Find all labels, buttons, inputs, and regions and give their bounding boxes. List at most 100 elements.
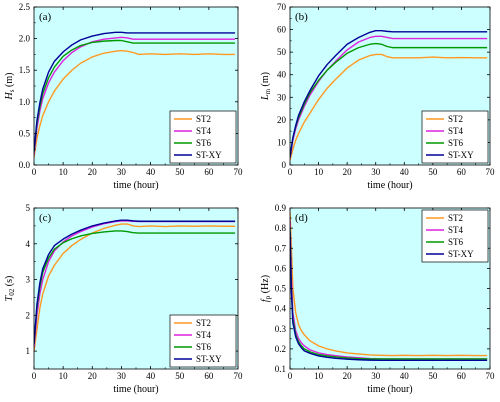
panel-d-series-st2 xyxy=(290,212,488,357)
panel-c-ytick-label: 3 xyxy=(26,275,31,285)
panel-d-series-st-xy xyxy=(290,232,488,362)
panel-b-legend-label: ST4 xyxy=(448,126,464,136)
panel-b-series-st6 xyxy=(290,42,488,158)
panel-c-xtick-label: 40 xyxy=(146,371,156,381)
panel-a-legend-label: ST2 xyxy=(196,114,211,124)
panel-d-ytick-label: 0.3 xyxy=(275,324,287,334)
panel-b-legend-label: ST-XY xyxy=(448,150,474,160)
panel-a-ytick-label: 1.5 xyxy=(19,65,31,75)
panel-d-series-st6 xyxy=(290,228,488,360)
panel-d-xtick-label: 0 xyxy=(288,371,293,381)
panel-b-xlabel: time (hour) xyxy=(367,180,412,191)
panel-d-ytick-label: 0.1 xyxy=(275,364,286,374)
panel-a-legend-label: ST4 xyxy=(196,126,212,136)
panel-c-xtick-label: 70 xyxy=(234,371,244,381)
panel-a-ytick-label: 0.0 xyxy=(19,160,31,170)
panel-c-legend-label: ST-XY xyxy=(196,354,222,364)
panel-a-ytick-label: 0.5 xyxy=(19,128,31,138)
panel-a: 0 10 20 30 40 50 60 70 0.0 0.5 1.0 1.5 2.0 2.5 time (h… xyxy=(4,2,243,191)
panel-a-series-st4 xyxy=(34,36,236,156)
panel-b-series-st2 xyxy=(290,53,488,161)
panel-c-xtick-label: 0 xyxy=(32,371,37,381)
panel-c-ytick-label: 1 xyxy=(26,346,31,356)
panel-c-xtick-label: 50 xyxy=(175,371,185,381)
panel-b-xtick-label: 20 xyxy=(343,167,353,177)
panel-d-ytick-label: 0.7 xyxy=(275,243,287,253)
panel-d-ytick-label: 0.9 xyxy=(275,203,287,213)
panel-b-legend: ST2 ST4 ST6 ST-XY xyxy=(421,110,489,164)
panel-d-xtick-label: 50 xyxy=(428,371,438,381)
panel-c-ytick-label: 4 xyxy=(26,239,31,249)
panel-a-ylabel: Hs (m) xyxy=(4,73,16,101)
panel-d-xtick-label: 30 xyxy=(371,371,381,381)
panel-c-ylabel: T02 (s) xyxy=(4,276,16,302)
panel-b-series-st4 xyxy=(290,35,488,159)
panel-d-legend-label: ST6 xyxy=(448,237,464,247)
panel-d-legend-label: ST-XY xyxy=(448,249,474,259)
panel-b: 0 10 20 30 40 50 60 70 0 10 20 30 40 50 60 70 time (hour… xyxy=(260,2,495,191)
panel-b-xtick-label: 50 xyxy=(428,167,438,177)
panel-b-ytick-label: 0 xyxy=(282,160,287,170)
panel-d-ytick-label: 0.6 xyxy=(275,263,287,273)
panel-b-xtick-label: 30 xyxy=(371,167,381,177)
panel-a-legend-label: ST-XY xyxy=(196,150,222,160)
panel-d-legend: ST2 ST4 ST6 ST-XY xyxy=(421,209,489,263)
panel-d-ylabel: fp (Hz) xyxy=(260,275,272,302)
panel-c-series-st-xy xyxy=(34,219,236,345)
panel-a-xtick-label: 10 xyxy=(59,167,69,177)
panel-c-xtick-label: 60 xyxy=(204,371,214,381)
panel-c-legend: ST2 ST4 ST6 ST-XY xyxy=(169,314,237,368)
panel-a-xtick-label: 40 xyxy=(146,167,156,177)
panel-a-xlabel: time (hour) xyxy=(113,180,158,191)
panel-d-xtick-label: 70 xyxy=(486,371,496,381)
panel-a-legend: ST2 ST4 ST6 ST-XY xyxy=(169,110,237,164)
panel-d-xtick-label: 40 xyxy=(400,371,410,381)
panel-a-ytick-label: 2.0 xyxy=(19,34,31,44)
panel-c-legend-label: ST4 xyxy=(196,330,212,340)
panel-a-ytick-label: 2.5 xyxy=(19,2,31,12)
panel-d-ytick-label: 0.4 xyxy=(275,304,287,314)
panel-c-ytick-label: 5 xyxy=(26,203,31,213)
panel-d-xtick-label: 10 xyxy=(314,371,324,381)
panel-a-series-st-xy xyxy=(34,31,236,152)
panel-b-ylabel: Lm (m) xyxy=(260,72,272,101)
panel-c-legend-label: ST6 xyxy=(196,342,212,352)
panel-a-xtick-label: 30 xyxy=(117,167,127,177)
panel-b-xtick-label: 0 xyxy=(288,167,293,177)
panel-c-xlabel: time (hour) xyxy=(113,384,158,395)
panel-b-label: (b) xyxy=(295,11,308,23)
panel-a-series-st2 xyxy=(34,49,236,158)
panel-c: 0 10 20 30 40 50 60 70 1 2 3 4 5 time (hour) T02 (s) (c… xyxy=(4,203,243,395)
panel-d-xtick-label: 60 xyxy=(457,371,467,381)
panel-c-series-st2 xyxy=(34,223,236,352)
panel-a-label: (a) xyxy=(39,11,52,23)
panel-a-xtick-label: 20 xyxy=(88,167,98,177)
panel-b-legend-label: ST2 xyxy=(448,114,463,124)
panel-d-legend-label: ST4 xyxy=(448,225,464,235)
panel-d-label: (d) xyxy=(295,212,308,224)
panel-d-ytick-label: 0.2 xyxy=(275,344,286,354)
panel-d: 0 10 20 30 40 50 60 70 0.1 0.2 0.3 0.4 0.5 0.6 0.7 0.8 0… xyxy=(260,203,495,395)
panel-d-ytick-label: 0.8 xyxy=(275,223,287,233)
panel-c-legend-label: ST2 xyxy=(196,318,211,328)
panel-b-ytick-label: 30 xyxy=(277,92,287,102)
panel-c-xtick-label: 10 xyxy=(59,371,69,381)
panel-b-xtick-label: 60 xyxy=(457,167,467,177)
panel-b-ytick-label: 40 xyxy=(277,70,287,80)
panel-a-xtick-label: 0 xyxy=(32,167,37,177)
panel-c-ytick-label: 2 xyxy=(26,310,31,320)
panel-a-xtick-label: 60 xyxy=(204,167,214,177)
panel-b-series-st-xy xyxy=(290,30,488,158)
panel-b-xtick-label: 40 xyxy=(400,167,410,177)
panel-c-xtick-label: 30 xyxy=(117,371,127,381)
panel-b-xtick-label: 10 xyxy=(314,167,324,177)
panel-a-legend-label: ST6 xyxy=(196,138,212,148)
panel-c-xtick-label: 20 xyxy=(88,371,98,381)
panel-c-series-st6 xyxy=(34,230,236,345)
panel-b-ytick-label: 20 xyxy=(277,115,287,125)
panel-b-xtick-label: 70 xyxy=(486,167,496,177)
panel-b-ytick-label: 60 xyxy=(277,25,287,35)
panel-b-ytick-label: 10 xyxy=(277,137,287,147)
panel-a-xtick-label: 70 xyxy=(234,167,244,177)
